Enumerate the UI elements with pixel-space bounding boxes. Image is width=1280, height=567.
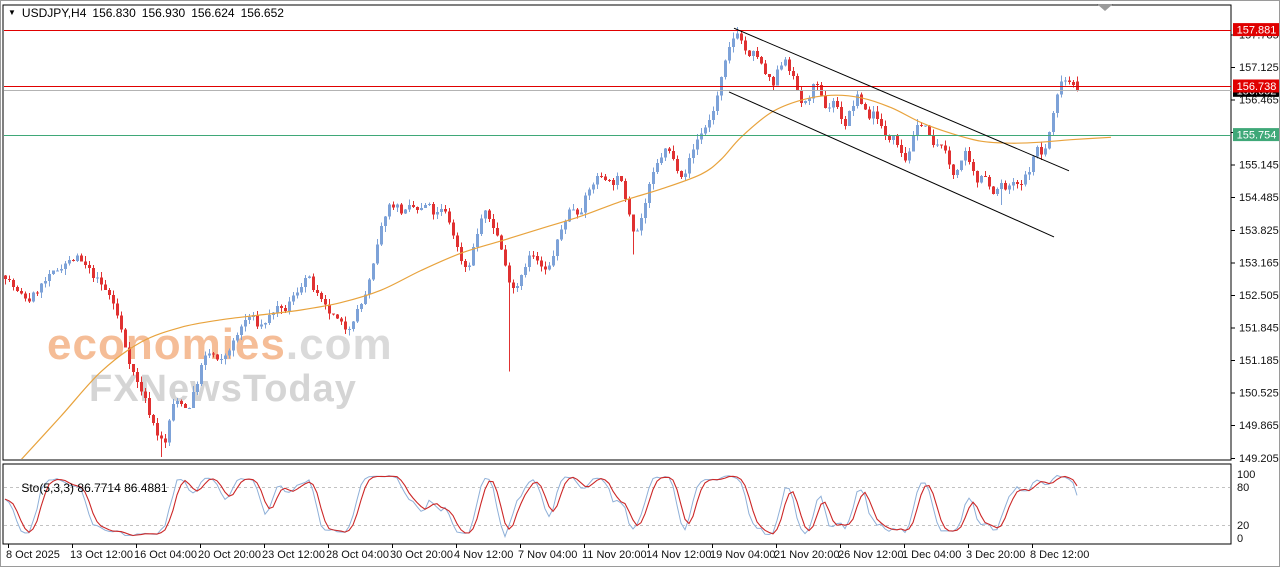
time-tick-label: 4 Nov 12:00 — [454, 549, 513, 561]
chart-shift-marker-icon — [1097, 4, 1113, 11]
trendline-1[interactable] — [733, 27, 1070, 172]
price-tick-label: 156.465 — [1239, 95, 1279, 107]
time-tick-label: 14 Nov 12:00 — [646, 549, 711, 561]
moving-average-line[interactable] — [19, 94, 1112, 462]
price-tick-label: 150.525 — [1239, 388, 1279, 400]
ohlc-open: 156.830 — [92, 6, 136, 20]
price-tick-label: 154.485 — [1239, 192, 1279, 204]
indicator-panel-frame — [2, 463, 1232, 545]
symbol-period-label: USDJPY,H4 — [21, 6, 87, 20]
time-tick-label: 3 Dec 20:00 — [966, 549, 1025, 561]
price-tick-label: 153.165 — [1239, 257, 1279, 269]
horizontal-levels — [4, 30, 1231, 136]
price-tick-label: 155.145 — [1239, 160, 1279, 172]
time-tick-label: 1 Dec 04:00 — [902, 549, 961, 561]
price-tick-label: 157.125 — [1239, 62, 1279, 74]
candlestick-series — [4, 27, 1079, 458]
time-tick-label: 11 Nov 20:00 — [582, 549, 647, 561]
stochastic-signal-value: 86.4881 — [124, 481, 168, 495]
ohlc-high: 156.930 — [141, 6, 186, 20]
stochastic-name: Sto(5,3,3) — [21, 481, 75, 495]
time-tick-label: 26 Nov 12:00 — [838, 549, 903, 561]
price-tick-label: 149.205 — [1239, 453, 1279, 465]
indicator-scale-label: 0 — [1237, 533, 1243, 545]
trendline-2[interactable] — [728, 91, 1055, 238]
resistance-price-badge: 156.738 — [1233, 79, 1279, 93]
indicator-scale-label: 100 — [1237, 469, 1255, 481]
stochastic-indicator — [4, 474, 1230, 539]
stochastic-signal-line — [4, 475, 1078, 537]
time-axis[interactable]: 8 Oct 2025 13 Oct 12:00 16 Oct 04:00 20 Oct… — [6, 544, 1089, 561]
trendline-channel[interactable] — [728, 27, 1070, 238]
symbol-dropdown-icon[interactable]: ▼ — [8, 8, 16, 17]
stochastic-label: Sto(5,3,3) 86.7714 86.4881 — [8, 467, 168, 509]
price-axis[interactable]: 157.785157.125156.465155.805155.145154.4… — [1231, 23, 1280, 465]
price-tick-label: 152.505 — [1239, 290, 1279, 302]
ohlc-low: 156.624 — [191, 6, 235, 20]
ohlc-close: 156.652 — [240, 6, 284, 20]
time-tick-label: 8 Dec 12:00 — [1030, 549, 1089, 561]
time-tick-label: 7 Nov 04:00 — [518, 549, 577, 561]
time-tick-label: 19 Nov 04:00 — [710, 549, 775, 561]
time-tick-label: 8 Oct 2025 — [6, 549, 60, 561]
price-badge-label: 155.754 — [1237, 130, 1277, 142]
indicator-scale-label: 80 — [1237, 482, 1249, 494]
price-tick-label: 149.865 — [1239, 420, 1279, 432]
price-tick-label: 151.845 — [1239, 322, 1279, 334]
price-tick-label: 151.185 — [1239, 355, 1279, 367]
indicator-scale-label: 20 — [1237, 520, 1249, 532]
main-chart-frame — [2, 4, 1232, 461]
time-tick-label: 23 Oct 12:00 — [262, 549, 325, 561]
stochastic-main-value: 86.7714 — [77, 481, 121, 495]
time-tick-label: 21 Nov 20:00 — [774, 549, 839, 561]
price-badge-label: 156.738 — [1237, 81, 1277, 93]
chart-title: ▼ USDJPY,H4 156.830 156.930 156.624 156.652 — [8, 6, 284, 20]
support-price-badge: 155.754 — [1233, 128, 1279, 142]
time-tick-label: 30 Oct 20:00 — [390, 549, 453, 561]
resistance-price-badge: 157.881 — [1233, 23, 1279, 37]
time-tick-label: 28 Oct 04:00 — [326, 549, 389, 561]
time-tick-label: 13 Oct 12:00 — [70, 549, 133, 561]
time-tick-label: 16 Oct 04:00 — [134, 549, 197, 561]
price-badge-label: 157.881 — [1237, 25, 1277, 37]
price-tick-label: 153.825 — [1239, 225, 1279, 237]
time-tick-label: 20 Oct 20:00 — [198, 549, 261, 561]
